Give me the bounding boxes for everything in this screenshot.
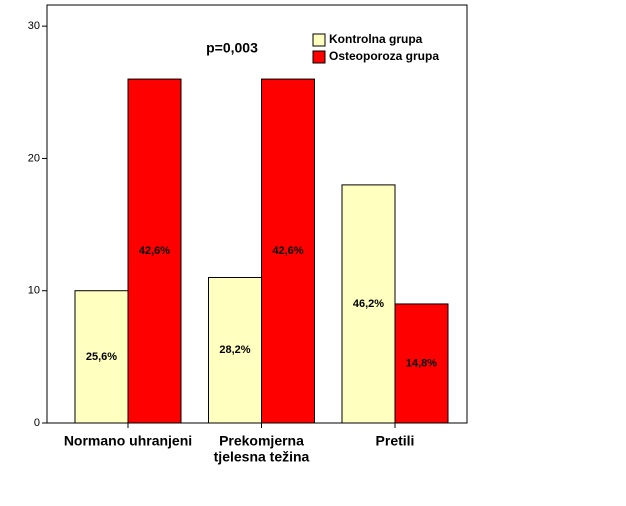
bar <box>341 184 396 424</box>
percent-label: 25,6% <box>86 351 117 363</box>
bar <box>208 276 262 424</box>
bar <box>74 290 129 424</box>
y-tick-label: 30 <box>28 20 40 32</box>
annotation: p=0,003 <box>206 40 258 56</box>
percent-label: 28,2% <box>219 344 250 356</box>
percent-label: 42,6% <box>272 245 303 257</box>
y-tick-label: 20 <box>28 152 40 164</box>
legend-swatch <box>312 50 326 64</box>
x-tick-label: Pretili <box>376 433 415 449</box>
bar <box>261 78 315 424</box>
legend-label: Kontrolna grupa <box>329 32 423 46</box>
legend-label: Osteoporoza grupa <box>329 49 439 63</box>
percent-label: 14,8% <box>406 357 437 369</box>
percent-label: 42,6% <box>139 245 170 257</box>
x-tick-label: Normano uhranjeni <box>64 433 192 449</box>
x-tick-label: tjelesna težina <box>214 449 310 465</box>
bar <box>394 303 449 424</box>
y-tick-label: 10 <box>28 285 40 297</box>
x-tick-label: Prekomjerna <box>219 433 304 449</box>
y-tick-label: 0 <box>34 417 40 429</box>
legend-swatch <box>312 33 326 47</box>
bar <box>127 78 182 424</box>
percent-label: 46,2% <box>353 298 384 310</box>
